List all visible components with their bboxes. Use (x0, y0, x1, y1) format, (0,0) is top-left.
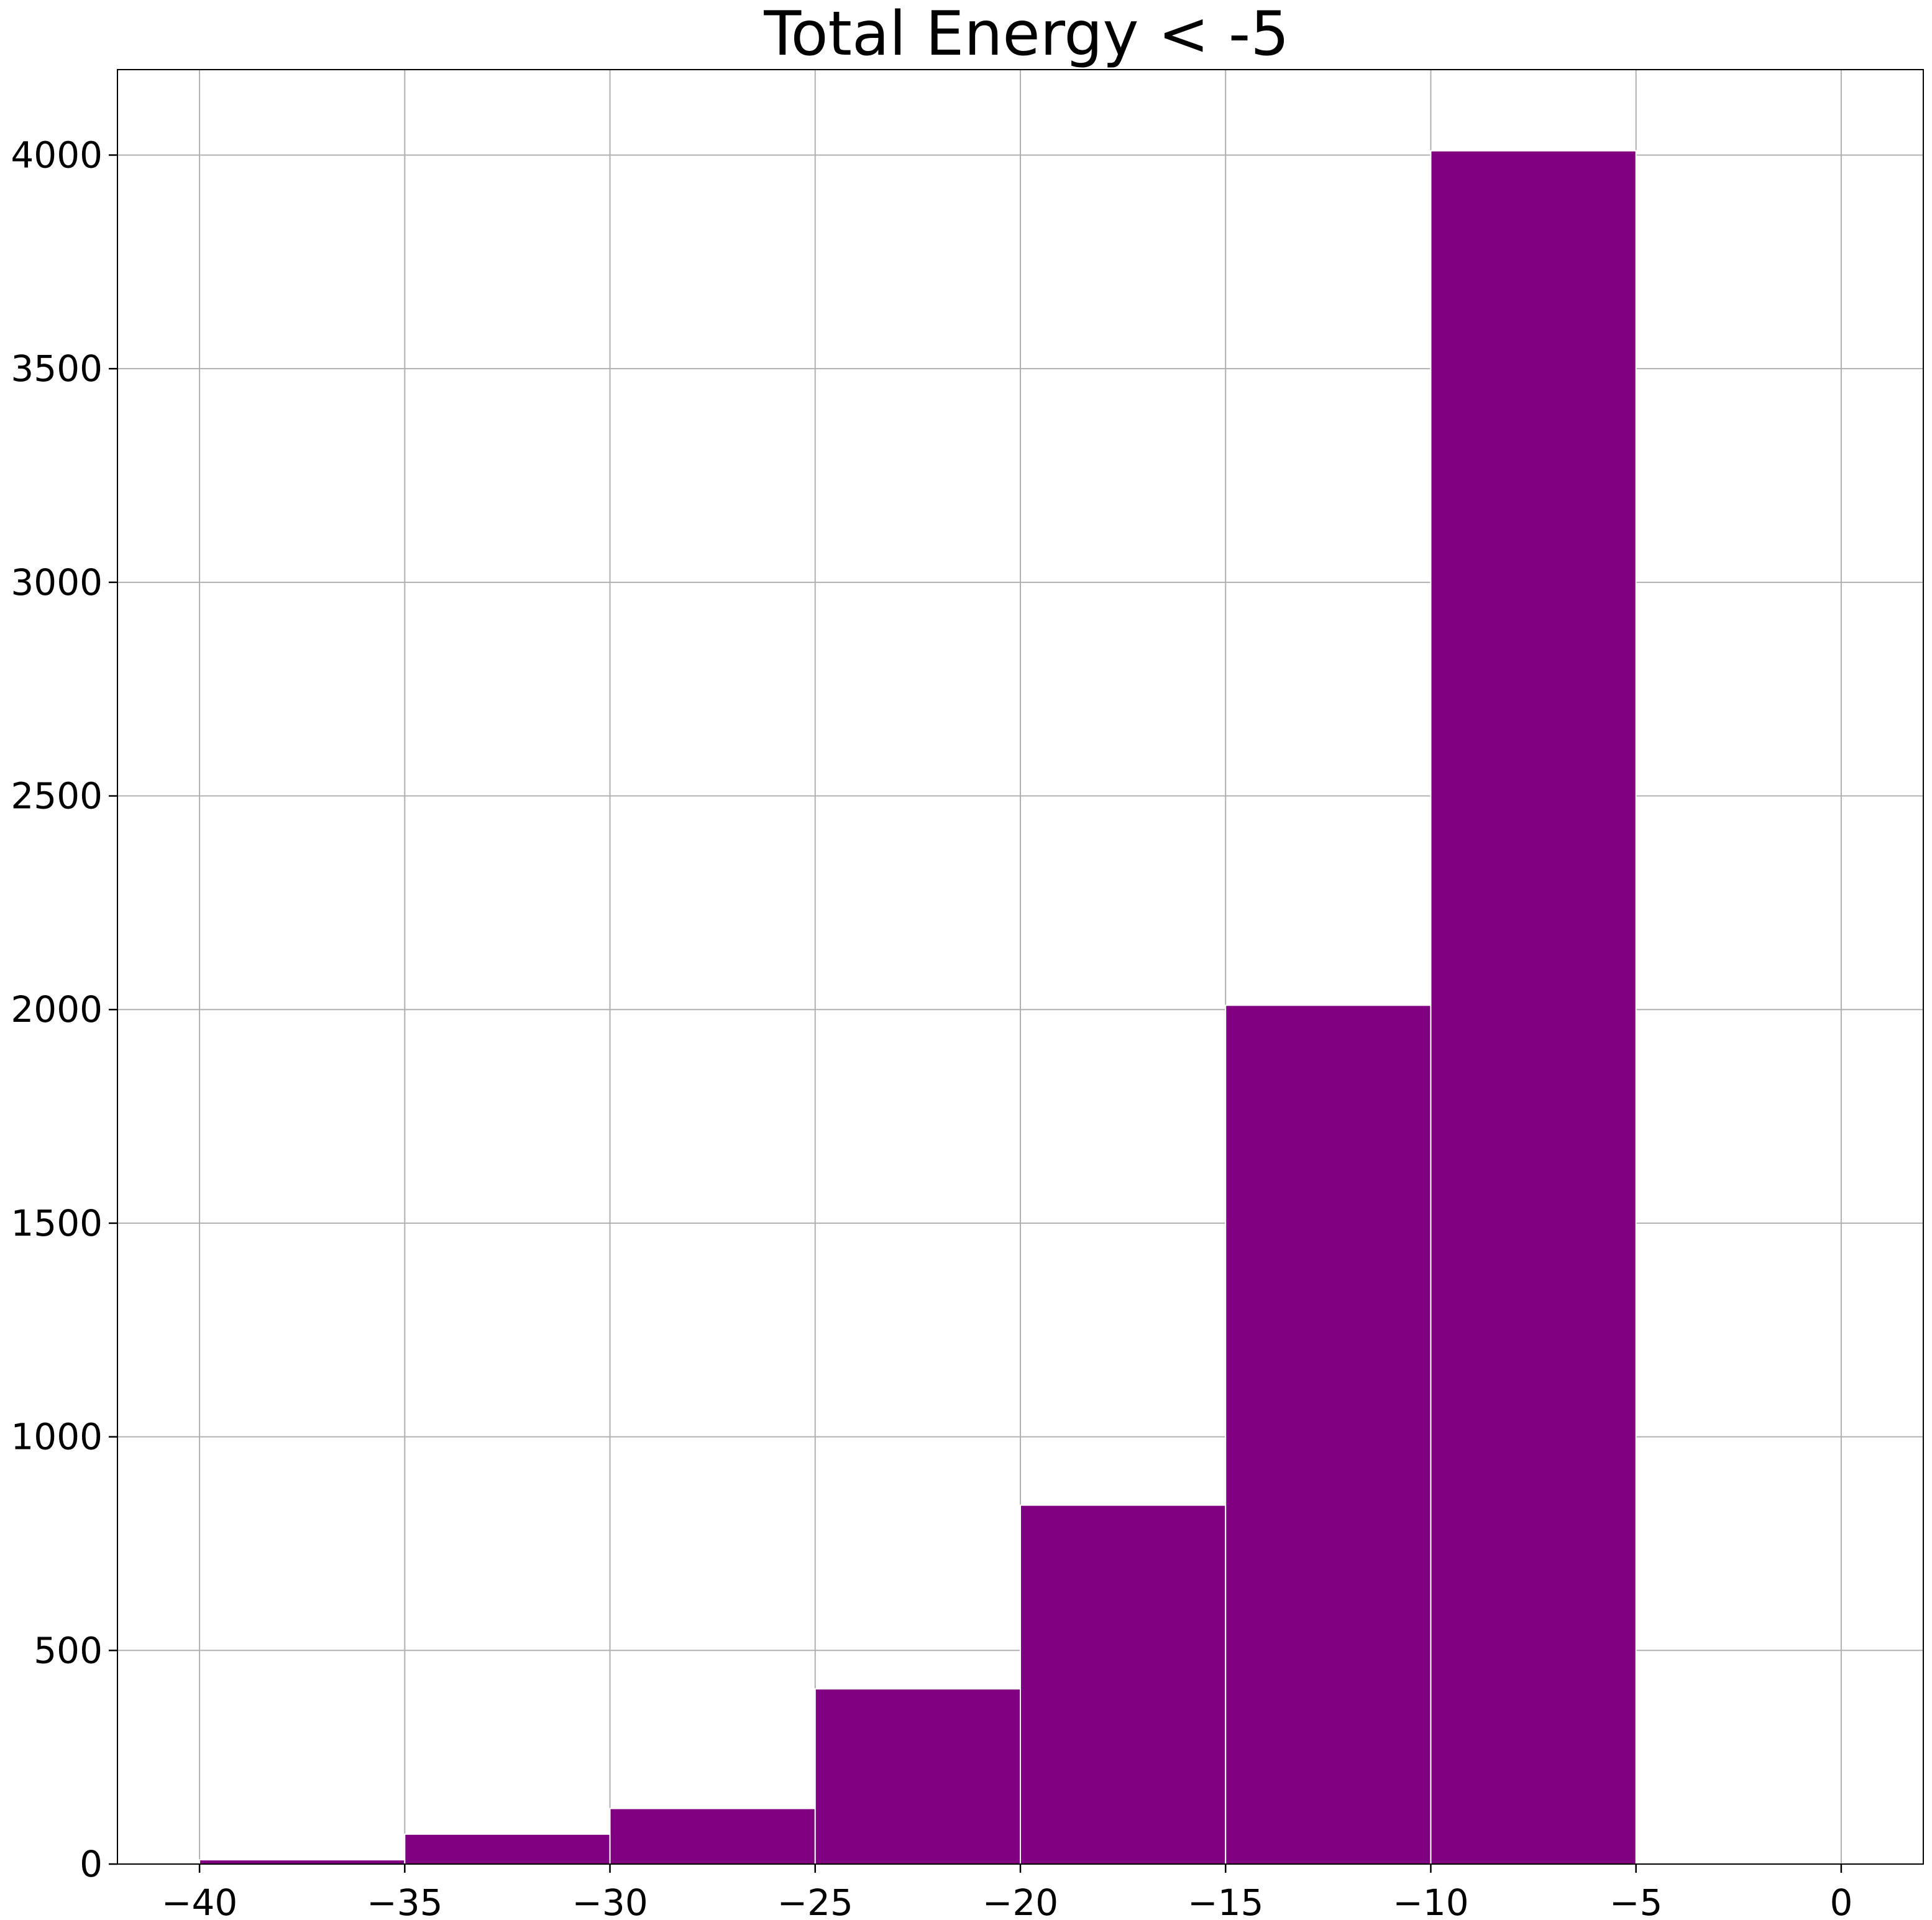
histogram-bar-3 (814, 1688, 1021, 1865)
histogram-bar-5 (1225, 1004, 1432, 1865)
y-tick-label: 3500 (11, 347, 103, 390)
y-tick-label: 3000 (11, 561, 103, 604)
histogram-bar-1 (404, 1833, 611, 1865)
histogram-bars (199, 150, 1637, 1865)
chart-title: Total Energy < -5 (763, 0, 1289, 70)
histogram-bar-2 (609, 1807, 816, 1865)
y-tick-label: 4000 (11, 134, 103, 176)
y-axis-ticks: 0 500 1000 1500 2000 2500 3000 3500 4000 (11, 134, 117, 1885)
y-tick-label: 2000 (11, 988, 103, 1031)
histogram-bar-0 (199, 1859, 406, 1865)
x-tick-label: −30 (572, 1881, 648, 1920)
x-tick-label: −35 (367, 1881, 442, 1920)
x-axis-ticks: −40 −35 −30 −25 −20 −15 −10 −5 0 (162, 1864, 1852, 1920)
x-tick-label: −20 (982, 1881, 1058, 1920)
x-tick-label: −10 (1393, 1881, 1468, 1920)
x-tick-label: −5 (1609, 1881, 1663, 1920)
y-tick-label: 1500 (11, 1202, 103, 1244)
x-tick-label: −15 (1188, 1881, 1263, 1920)
x-tick-label: −40 (162, 1881, 237, 1920)
histogram-bar-6 (1430, 150, 1637, 1865)
y-tick-label: 2500 (11, 775, 103, 817)
y-tick-label: 1000 (11, 1416, 103, 1458)
histogram-bar-4 (1020, 1504, 1227, 1865)
y-tick-label: 500 (34, 1629, 103, 1671)
x-tick-label: −25 (777, 1881, 853, 1920)
y-tick-label: 0 (80, 1843, 103, 1885)
x-tick-label: 0 (1829, 1881, 1852, 1920)
